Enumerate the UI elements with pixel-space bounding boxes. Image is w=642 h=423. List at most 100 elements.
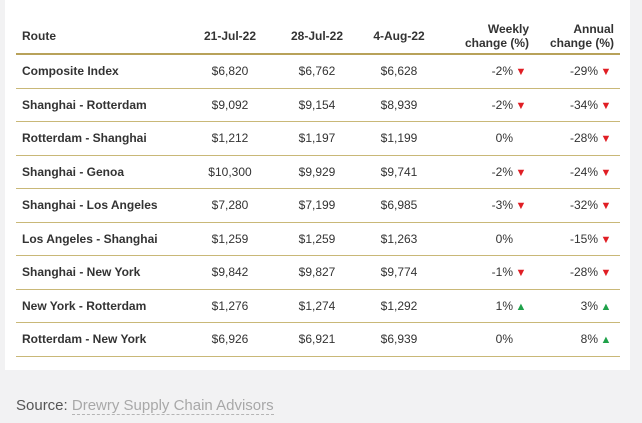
- header-route: Route: [16, 19, 184, 55]
- annual-change-value: -29%: [569, 64, 598, 79]
- source-link[interactable]: Drewry Supply Chain Advisors: [71, 397, 274, 415]
- header-weekly-change: Weekly change (%): [440, 19, 535, 55]
- annual-change-value: -32%: [569, 198, 598, 213]
- date-1-cell: $1,212: [184, 121, 276, 156]
- date-2-cell: $1,197: [276, 121, 358, 156]
- header-weekly-line1: Weekly: [487, 22, 529, 36]
- triangle-down-icon: ▼: [600, 233, 612, 246]
- annual-change-cell: -28% ▼: [535, 255, 620, 290]
- table-row: Shanghai - Rotterdam $9,092 $9,154 $8,939 -2…: [16, 88, 620, 122]
- table-row: Rotterdam - Shanghai $1,212 $1,197 $1,199 0%…: [16, 121, 620, 156]
- date-2-cell: $7,199: [276, 188, 358, 223]
- date-3-cell: $6,939: [358, 322, 440, 357]
- weekly-change-value: 0%: [495, 231, 513, 246]
- date-2-cell: $1,259: [276, 222, 358, 256]
- annual-change-cell: -32% ▼: [535, 188, 620, 223]
- weekly-change-cell: -3% ▼: [440, 188, 535, 223]
- weekly-change-cell: -2% ▼: [440, 88, 535, 122]
- route-cell: Los Angeles - Shanghai: [16, 222, 184, 256]
- triangle-up-icon: ▲: [600, 334, 612, 347]
- weekly-change-cell: 0%: [440, 322, 535, 357]
- annual-change-cell: 3% ▲: [535, 289, 620, 323]
- date-3-cell: $9,741: [358, 155, 440, 189]
- date-3-cell: $6,628: [358, 54, 440, 89]
- triangle-down-icon: ▼: [515, 267, 527, 280]
- weekly-change-value: 0%: [495, 131, 513, 146]
- weekly-change-cell: 1% ▲: [440, 289, 535, 323]
- table-row: Los Angeles - Shanghai $1,259 $1,259 $1,263…: [16, 222, 620, 256]
- source-label: Source:: [16, 397, 68, 414]
- date-2-cell: $9,154: [276, 88, 358, 122]
- weekly-change-cell: 0%: [440, 121, 535, 156]
- date-2-cell: $6,921: [276, 322, 358, 357]
- weekly-change-cell: -1% ▼: [440, 255, 535, 290]
- date-1-cell: $10,300: [184, 155, 276, 189]
- weekly-change-cell: -2% ▼: [440, 54, 535, 89]
- annual-change-cell: -24% ▼: [535, 155, 620, 189]
- annual-change-cell: -15% ▼: [535, 222, 620, 256]
- triangle-down-icon: ▼: [600, 267, 612, 280]
- date-3-cell: $1,292: [358, 289, 440, 323]
- date-3-cell: $1,199: [358, 121, 440, 156]
- annual-change-value: -15%: [569, 231, 598, 246]
- route-cell: Shanghai - Rotterdam: [16, 88, 184, 122]
- annual-change-cell: -34% ▼: [535, 88, 620, 122]
- annual-change-value: -28%: [569, 265, 598, 280]
- date-2-cell: $9,929: [276, 155, 358, 189]
- date-3-cell: $8,939: [358, 88, 440, 122]
- freight-rate-table: Route 21-Jul-22 28-Jul-22 4-Aug-22 Weekl…: [16, 19, 620, 357]
- table-row: Shanghai - Los Angeles $7,280 $7,199 $6,985…: [16, 188, 620, 223]
- route-cell: Rotterdam - Shanghai: [16, 121, 184, 156]
- date-2-cell: $6,762: [276, 54, 358, 89]
- weekly-change-cell: -2% ▼: [440, 155, 535, 189]
- annual-change-value: -28%: [569, 131, 598, 146]
- triangle-down-icon: ▼: [515, 66, 527, 79]
- date-1-cell: $1,259: [184, 222, 276, 256]
- header-date-2: 28-Jul-22: [276, 19, 358, 55]
- date-3-cell: $1,263: [358, 222, 440, 256]
- annual-change-value: 8%: [580, 332, 598, 347]
- date-2-cell: $9,827: [276, 255, 358, 290]
- date-1-cell: $6,926: [184, 322, 276, 357]
- header-date-1: 21-Jul-22: [184, 19, 276, 55]
- triangle-up-icon: ▲: [600, 300, 612, 313]
- triangle-down-icon: ▼: [600, 66, 612, 79]
- date-1-cell: $6,820: [184, 54, 276, 89]
- triangle-down-icon: ▼: [515, 166, 527, 179]
- weekly-change-value: 1%: [495, 298, 513, 313]
- annual-change-cell: 8% ▲: [535, 322, 620, 357]
- weekly-change-value: 0%: [495, 332, 513, 347]
- table-row: New York - Rotterdam $1,276 $1,274 $1,292 1%…: [16, 289, 620, 323]
- route-cell: New York - Rotterdam: [16, 289, 184, 323]
- header-date-3: 4-Aug-22: [358, 19, 440, 55]
- weekly-change-value: -2%: [491, 164, 513, 179]
- table-row: Composite Index $6,820 $6,762 $6,628 -2% ▼ -29…: [16, 54, 620, 89]
- header-annual-line2: change (%): [549, 36, 614, 50]
- triangle-down-icon: ▼: [600, 200, 612, 213]
- header-annual-line1: Annual: [573, 22, 614, 36]
- date-1-cell: $9,092: [184, 88, 276, 122]
- weekly-change-value: -2%: [491, 64, 513, 79]
- route-cell: Rotterdam - New York: [16, 322, 184, 357]
- route-cell: Composite Index: [16, 54, 184, 89]
- table-row: Rotterdam - New York $6,926 $6,921 $6,939 0%…: [16, 322, 620, 357]
- triangle-down-icon: ▼: [600, 166, 612, 179]
- weekly-change-value: -3%: [491, 198, 513, 213]
- annual-change-cell: -29% ▼: [535, 54, 620, 89]
- route-cell: Shanghai - Genoa: [16, 155, 184, 189]
- triangle-down-icon: ▼: [600, 99, 612, 112]
- annual-change-value: -34%: [569, 97, 598, 112]
- table-body: Composite Index $6,820 $6,762 $6,628 -2% ▼ -29…: [16, 54, 620, 357]
- table-row: Shanghai - Genoa $10,300 $9,929 $9,741 -2% ▼ -…: [16, 155, 620, 189]
- triangle-down-icon: ▼: [600, 133, 612, 146]
- table-card: Route 21-Jul-22 28-Jul-22 4-Aug-22 Weekl…: [5, 0, 630, 370]
- date-1-cell: $7,280: [184, 188, 276, 223]
- triangle-up-icon: ▲: [515, 300, 527, 313]
- triangle-down-icon: ▼: [515, 99, 527, 112]
- date-3-cell: $6,985: [358, 188, 440, 223]
- route-cell: Shanghai - Los Angeles: [16, 188, 184, 223]
- weekly-change-value: -2%: [491, 97, 513, 112]
- date-2-cell: $1,274: [276, 289, 358, 323]
- header-weekly-line2: change (%): [464, 36, 529, 50]
- weekly-change-cell: 0%: [440, 222, 535, 256]
